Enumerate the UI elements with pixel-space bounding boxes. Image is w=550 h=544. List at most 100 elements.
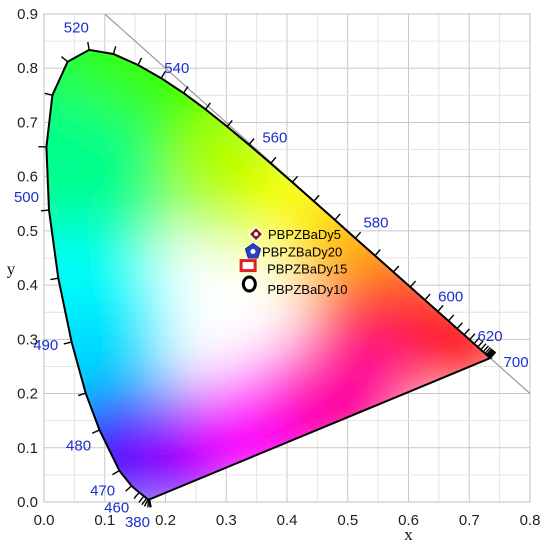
x-tick-label: 0.1 xyxy=(94,512,115,529)
wavelength-tick xyxy=(409,280,417,288)
y-tick-label: 0.8 xyxy=(17,60,38,77)
wavelength-label: 580 xyxy=(363,214,388,231)
plot-frame xyxy=(43,13,531,503)
wavelength-tick xyxy=(291,175,299,183)
y-tick-label: 0.5 xyxy=(17,223,38,240)
wavelength-tick xyxy=(133,491,140,500)
wavelength-tick xyxy=(482,345,490,353)
wavelength-tick xyxy=(125,485,132,492)
wavelength-tick xyxy=(182,86,189,94)
y-tick-label: 0.0 xyxy=(17,494,38,511)
data-point-pbpzbady5: PBPZBaDy5 xyxy=(247,226,341,243)
wavelength-tick xyxy=(484,346,491,354)
point-label: PBPZBaDy5 xyxy=(268,227,341,242)
wavelength-tick xyxy=(226,119,233,128)
wavelength-tick xyxy=(374,249,381,257)
y-tick-label: 0.7 xyxy=(17,114,38,131)
data-points: PBPZBaDy5 PBPZBaDy20 PBPZBaDy15 PBPZBaDy10 xyxy=(239,226,348,297)
wavelength-tick xyxy=(60,56,69,63)
wavelength-label: 460 xyxy=(104,499,129,516)
wavelength-label: 490 xyxy=(33,337,58,354)
wavelength-label: 500 xyxy=(14,189,39,206)
wavelength-tick xyxy=(486,349,494,357)
wavelength-tick xyxy=(248,138,255,146)
wavelength-tick xyxy=(477,340,484,348)
spectral-locus xyxy=(45,48,493,501)
wavelength-tick xyxy=(137,57,143,66)
wavelength-tick xyxy=(141,497,148,506)
wavelength-label: 520 xyxy=(64,19,89,36)
data-point-pbpzbady15: PBPZBaDy15 xyxy=(239,259,347,277)
wavelength-tick xyxy=(77,392,86,397)
wavelength-tick xyxy=(91,429,100,434)
wavelength-tick xyxy=(487,349,494,357)
wavelength-tick xyxy=(148,499,151,508)
x-tick-label: 0.5 xyxy=(337,512,358,529)
wavelength-tick xyxy=(143,498,149,507)
wavelength-tick xyxy=(354,231,362,239)
x-axis-ticks: 0.0 0.1 0.2 0.3 0.4 0.5 0.6 0.7 0.8 xyxy=(34,512,541,529)
wavelength-label: 560 xyxy=(262,130,287,147)
wavelength-tick xyxy=(447,314,455,322)
wavelength-tick xyxy=(469,333,476,341)
x-axis-label: x xyxy=(404,525,413,544)
wavelength-tick xyxy=(138,495,145,503)
wavelength-tick xyxy=(270,156,277,164)
wavelength-label: 700 xyxy=(504,354,529,371)
wavelength-tick xyxy=(485,348,493,356)
y-axis-label: y xyxy=(7,259,16,278)
x-tick-label: 0.3 xyxy=(216,512,237,529)
wavelength-tick xyxy=(112,46,117,55)
x-tick-label: 0.0 xyxy=(34,512,55,529)
wavelength-label: 480 xyxy=(66,437,91,454)
y-tick-label: 0.9 xyxy=(17,6,38,23)
wavelength-label: 540 xyxy=(164,60,189,77)
marker-center xyxy=(254,232,259,237)
wavelength-label: 380 xyxy=(125,514,150,531)
wavelength-tick xyxy=(392,265,400,273)
wavelength-tick xyxy=(334,213,341,221)
wavelength-tick xyxy=(63,341,72,345)
wavelength-tick xyxy=(204,102,211,110)
wavelength-tick xyxy=(50,277,59,281)
circle-marker xyxy=(241,275,257,293)
wavelength-tick xyxy=(87,41,90,51)
wavelength-tick xyxy=(480,343,487,351)
wavelength-tick xyxy=(473,337,480,345)
x-tick-label: 0.2 xyxy=(155,512,176,529)
y-axis-ticks: 0.0 0.1 0.2 0.3 0.4 0.5 0.6 0.7 0.8 0.9 xyxy=(17,6,38,511)
wavelength-tick xyxy=(160,71,166,79)
data-point-pbpzbady10: PBPZBaDy10 xyxy=(241,275,348,297)
wavelength-label: 600 xyxy=(438,289,463,306)
wavelength-tick xyxy=(313,194,320,202)
wavelength-ticks xyxy=(38,41,497,508)
y-tick-label: 0.3 xyxy=(17,331,38,348)
y-tick-label: 0.4 xyxy=(17,277,38,294)
wavelength-tick xyxy=(437,305,444,312)
point-label: PBPZBaDy15 xyxy=(267,262,347,277)
x-tick-label: 0.6 xyxy=(398,512,419,529)
point-label: PBPZBaDy10 xyxy=(267,282,347,297)
y-tick-label: 0.2 xyxy=(17,386,38,403)
data-point-pbpzbady20: PBPZBaDy20 xyxy=(244,242,342,259)
x-tick-label: 0.7 xyxy=(459,512,480,529)
marker-center xyxy=(250,248,256,254)
wavelength-tick xyxy=(147,499,150,508)
y-tick-label: 0.1 xyxy=(17,440,38,457)
wavelength-tick xyxy=(44,92,53,96)
x-tick-label: 0.8 xyxy=(520,512,541,529)
wavelength-label: 620 xyxy=(478,328,503,345)
wavelength-tick xyxy=(489,351,497,359)
wavelength-tick xyxy=(40,209,50,212)
wavelength-tick xyxy=(112,470,120,476)
point-label: PBPZBaDy20 xyxy=(262,244,342,259)
wavelength-label: 470 xyxy=(90,482,115,499)
wavelength-tick xyxy=(456,322,464,330)
y-tick-label: 0.6 xyxy=(17,169,38,186)
square-marker xyxy=(239,259,257,273)
wavelength-tick xyxy=(424,293,431,301)
x-tick-label: 0.4 xyxy=(277,512,298,529)
wavelength-tick xyxy=(463,328,470,336)
